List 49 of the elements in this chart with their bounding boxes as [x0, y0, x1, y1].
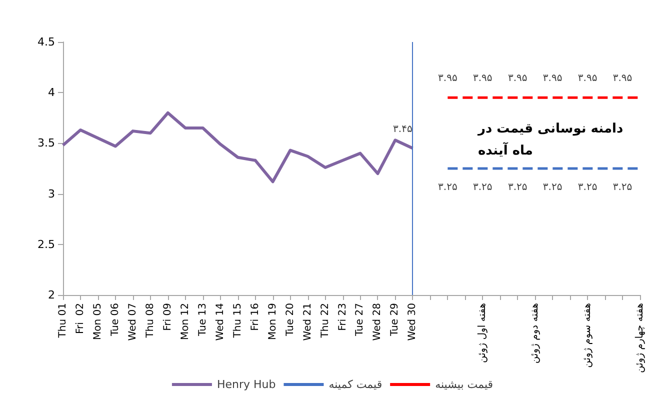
y-tick-label: 2 [48, 288, 55, 302]
data-label: ۳.۹۵ [542, 73, 562, 84]
data-label: ۳.۹۵ [438, 73, 458, 84]
x-tick-label: هفته دوم ژوئن [530, 303, 541, 364]
x-tick-label: Wed 14 [214, 303, 226, 341]
legend-label: Henry Hub [216, 378, 276, 391]
x-tick-label: Thu 15 [232, 303, 244, 339]
data-label: ۳.۲۵ [612, 182, 632, 193]
x-tick-label: هفته چهارم ژوئن [634, 303, 646, 373]
data-label: ۳.۲۵ [578, 182, 598, 193]
data-label: ۳.۲۵ [438, 182, 458, 193]
y-tick-label: 3.5 [38, 136, 55, 150]
x-tick-label: Fri 02 [74, 303, 86, 334]
x-tick-label: هفته سوم ژوئن [582, 303, 594, 368]
x-tick-label: Wed 30 [407, 303, 418, 341]
x-tick-label: Tue 06 [110, 303, 121, 337]
x-tick-label: Mon 12 [180, 303, 191, 340]
x-tick-label: Thu 08 [144, 303, 156, 339]
x-tick-label: Tue 29 [390, 303, 401, 337]
data-label: ۳.۹۵ [508, 73, 528, 84]
y-tick-label: 4 [48, 86, 55, 100]
data-label: ۳.۹۵ [472, 73, 492, 84]
x-tick-label: Fri 09 [162, 303, 174, 331]
x-tick-label: Tue 27 [354, 303, 366, 337]
x-tick-label: Fri 16 [250, 303, 261, 331]
line-series [62, 111, 414, 184]
x-tick-label: Thu 01 [58, 303, 68, 339]
y-tick-label: 4.5 [38, 36, 55, 48]
x-tick-label: Wed 21 [302, 303, 314, 341]
y-tick-label: 2.5 [38, 238, 55, 251]
data-label: ۳.۴۵ [393, 124, 412, 135]
data-label: ۳.۲۵ [542, 182, 562, 193]
data-label: ۳.۲۵ [508, 182, 528, 193]
x-tick-label: Wed 07 [127, 303, 138, 341]
data-label: ۳.۹۵ [578, 73, 598, 84]
y-tick-label: 3 [48, 187, 55, 200]
x-tick-label: هفته اول ژوئن [477, 303, 488, 363]
x-tick-label: Mon 05 [92, 303, 104, 340]
x-tick-label: Wed 28 [372, 303, 384, 341]
data-label: ۳.۹۵ [612, 73, 632, 84]
legend-label: قیمت بیشینه [435, 378, 494, 391]
x-tick-label: Thu 22 [320, 303, 331, 339]
legend-label: قیمت کمینه [328, 378, 382, 391]
x-tick-label: Tue 20 [284, 303, 296, 337]
x-tick-label: Fri 23 [337, 303, 348, 331]
x-tick-label: Tue 13 [197, 303, 208, 337]
data-label: ۳.۲۵ [472, 182, 492, 193]
x-tick-label: Mon 19 [267, 303, 278, 340]
annotation: دامنه نوسانی قیمت در ماه آینده [477, 122, 624, 158]
